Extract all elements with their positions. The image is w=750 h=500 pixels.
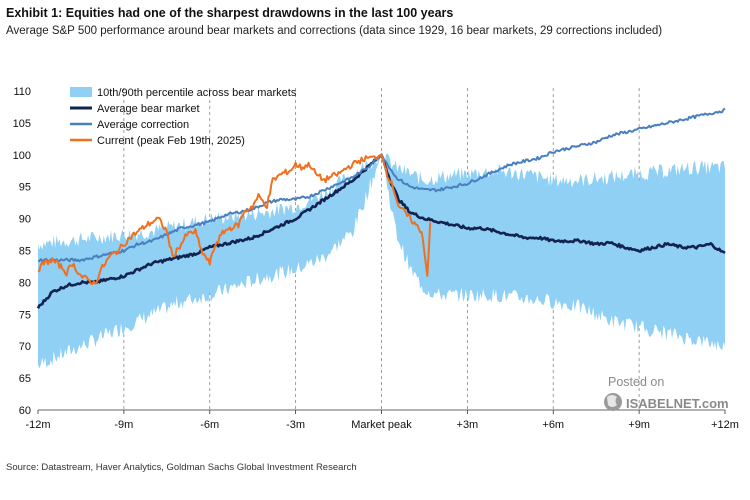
y-tick-label: 110 xyxy=(13,86,31,98)
line-layer xyxy=(36,107,726,309)
axis-layer: -12m -9m -6m -3m Market peak +3m +6m +9m +12m 60 6… xyxy=(13,86,739,431)
x-tick-label: -6m xyxy=(200,419,219,431)
y-tick-label: 95 xyxy=(19,182,31,194)
y-tick-label: 70 xyxy=(19,341,31,353)
legend-label: Current (peak Feb 19th, 2025) xyxy=(97,135,245,147)
y-tick-label: 90 xyxy=(19,214,31,226)
x-tick-label: +9m xyxy=(628,419,650,431)
x-tick-label: +3m xyxy=(457,419,479,431)
legend: 10th/90th percentile across bear markets… xyxy=(70,87,297,147)
x-tick-label: -9m xyxy=(114,419,133,431)
y-tick-label: 80 xyxy=(19,277,31,289)
watermark-posted-on: Posted on xyxy=(608,375,664,389)
watermark-site: ISABELNET.com xyxy=(626,396,729,411)
y-tick-label: 85 xyxy=(19,246,31,258)
y-tick-label: 60 xyxy=(19,405,31,417)
chart-subtitle: Average S&P 500 performance around bear … xyxy=(6,25,663,37)
chart-title: Exhibit 1: Equities had one of the sharp… xyxy=(6,6,454,20)
watermark: Posted on ISABELNET.com xyxy=(604,375,729,411)
x-tick-label: -12m xyxy=(25,419,50,431)
y-tick-label: 105 xyxy=(13,118,31,130)
y-tick-label: 65 xyxy=(19,373,31,385)
x-tick-label: Market peak xyxy=(351,419,412,431)
current-line xyxy=(37,153,432,286)
legend-label: Average correction xyxy=(97,119,189,131)
legend-label: Average bear market xyxy=(97,103,200,115)
source-note: Source: Datastream, Haver Analytics, Gol… xyxy=(6,462,357,473)
y-tick-label: 100 xyxy=(13,150,31,162)
legend-swatch-band xyxy=(70,87,92,97)
legend-label: 10th/90th percentile across bear markets xyxy=(97,87,297,99)
x-tick-label: -3m xyxy=(286,419,305,431)
globe-icon xyxy=(604,393,622,411)
x-tick-label: +12m xyxy=(711,419,739,431)
percentile-band xyxy=(38,153,725,369)
band-layer xyxy=(38,153,725,369)
y-tick-label: 75 xyxy=(19,309,31,321)
x-tick-label: +6m xyxy=(542,419,564,431)
